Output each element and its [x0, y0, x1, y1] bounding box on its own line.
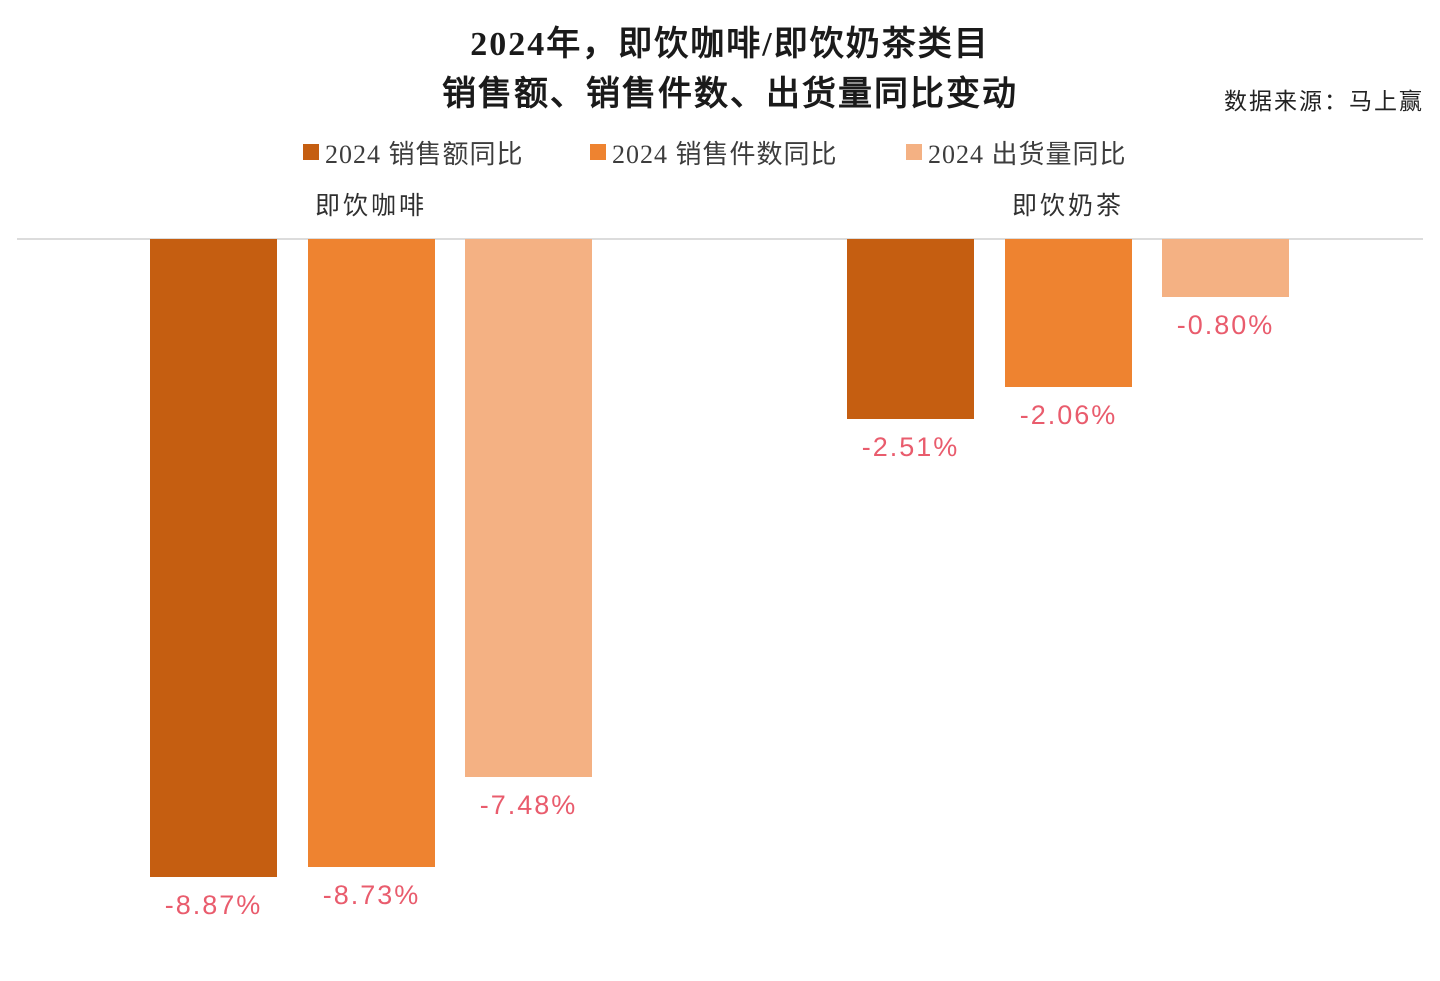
bar-value-label: -2.51% [861, 432, 960, 462]
legend-label: 2024 销售件数同比 [612, 139, 838, 169]
legend-swatch-icon [303, 144, 319, 160]
bar-value-label: -8.73% [322, 880, 421, 910]
data-source-note: 数据来源：马上赢 [1224, 89, 1424, 114]
legend-label: 2024 出货量同比 [928, 139, 1127, 169]
legend-swatch-icon [906, 144, 922, 160]
bar-value-label: -2.06% [1019, 400, 1118, 430]
legend-item-sales-amount: 2024 销售额同比 [303, 136, 524, 169]
legend-item-shipment-volume: 2024 出货量同比 [906, 136, 1127, 169]
bar [465, 239, 592, 777]
bar [308, 239, 435, 867]
legend-label: 2024 销售额同比 [325, 139, 524, 169]
legend-swatch-icon [590, 144, 606, 160]
bar [847, 239, 974, 419]
category-label-rtd-coffee: 即饮咖啡 [314, 193, 427, 220]
zero-axis-line [17, 238, 1423, 240]
bar-value-label: -0.80% [1176, 310, 1275, 340]
bar-value-label: -7.48% [479, 790, 578, 820]
category-label-rtd-milk-tea: 即饮奶茶 [1011, 193, 1124, 220]
chart-title-line-2: 销售额、销售件数、出货量同比变动 [442, 76, 1018, 113]
chart-title-line-1: 2024年，即饮咖啡/即饮奶茶类目 [470, 26, 990, 63]
bar-value-label: -8.87% [164, 890, 263, 920]
bar [150, 239, 277, 877]
bar [1162, 239, 1289, 297]
bar [1005, 239, 1132, 387]
chart-title: 2024年，即饮咖啡/即饮奶茶类目 销售额、销售件数、出货量同比变动 [0, 20, 1440, 120]
legend-item-sales-units: 2024 销售件数同比 [590, 136, 838, 169]
legend: 2024 销售额同比 2024 销售件数同比 2024 出货量同比 [0, 136, 1440, 169]
